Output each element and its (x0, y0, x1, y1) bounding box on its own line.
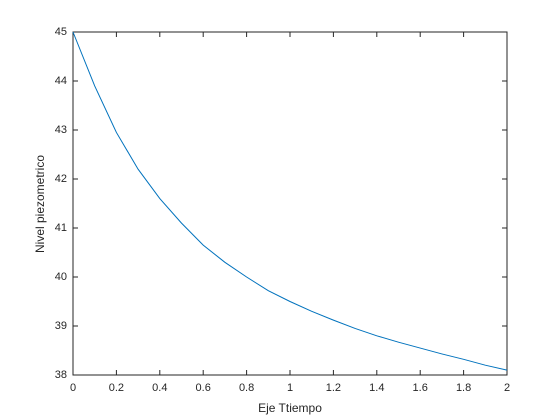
y-tick-label: 41 (55, 222, 67, 234)
x-axis-label: Eje Ttiempo (258, 401, 322, 415)
x-tick-label: 1 (287, 382, 293, 394)
y-axis-label: Nivel piezometrico (33, 155, 47, 253)
y-tick-label: 43 (55, 124, 67, 136)
x-tick-label: 1.4 (369, 382, 384, 394)
line-series (72, 31, 508, 371)
x-tick-label: 0 (70, 382, 76, 394)
y-tick-label: 42 (55, 173, 67, 185)
x-tick-label: 0.2 (109, 382, 124, 394)
y-tick-label: 38 (55, 369, 67, 381)
x-tick-label: 2 (504, 382, 510, 394)
y-tick-label: 39 (55, 320, 67, 332)
x-tick-label: 1.2 (326, 382, 341, 394)
x-tick-label: 1.6 (413, 382, 428, 394)
x-tick-label: 0.8 (239, 382, 254, 394)
y-tick-label: 45 (55, 26, 67, 38)
plot-area (72, 31, 508, 376)
x-tick-label: 0.6 (196, 382, 211, 394)
y-tick-label: 44 (55, 75, 67, 87)
x-tick-label: 1.8 (456, 382, 471, 394)
y-tick-label: 40 (55, 271, 67, 283)
x-tick-label: 0.4 (152, 382, 167, 394)
